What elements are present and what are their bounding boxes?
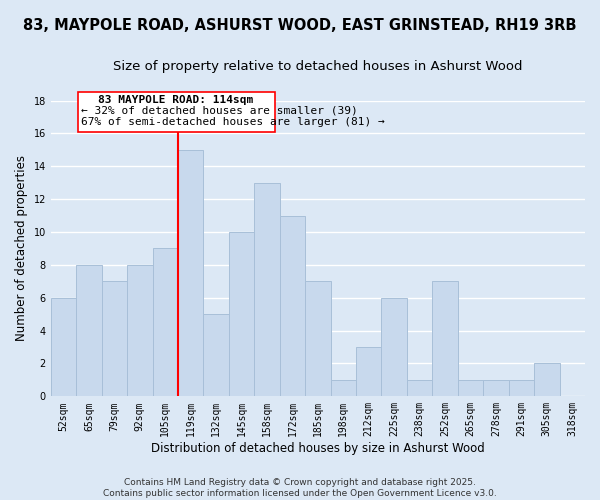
Bar — [51, 298, 76, 396]
Bar — [356, 347, 382, 397]
Bar — [254, 182, 280, 396]
Bar — [203, 314, 229, 396]
Bar — [433, 282, 458, 397]
FancyBboxPatch shape — [77, 92, 275, 132]
Text: 83, MAYPOLE ROAD, ASHURST WOOD, EAST GRINSTEAD, RH19 3RB: 83, MAYPOLE ROAD, ASHURST WOOD, EAST GRI… — [23, 18, 577, 32]
Bar — [331, 380, 356, 396]
Bar — [483, 380, 509, 396]
Bar — [229, 232, 254, 396]
X-axis label: Distribution of detached houses by size in Ashurst Wood: Distribution of detached houses by size … — [151, 442, 485, 455]
Bar — [407, 380, 433, 396]
Title: Size of property relative to detached houses in Ashurst Wood: Size of property relative to detached ho… — [113, 60, 523, 73]
Text: 67% of semi-detached houses are larger (81) →: 67% of semi-detached houses are larger (… — [82, 117, 385, 127]
Bar — [152, 248, 178, 396]
Bar — [101, 282, 127, 397]
Text: 83 MAYPOLE ROAD: 114sqm: 83 MAYPOLE ROAD: 114sqm — [98, 95, 254, 105]
Bar — [127, 265, 152, 396]
Bar — [534, 364, 560, 396]
Text: Contains HM Land Registry data © Crown copyright and database right 2025.
Contai: Contains HM Land Registry data © Crown c… — [103, 478, 497, 498]
Y-axis label: Number of detached properties: Number of detached properties — [15, 156, 28, 342]
Bar — [458, 380, 483, 396]
Text: ← 32% of detached houses are smaller (39): ← 32% of detached houses are smaller (39… — [82, 106, 358, 116]
Bar — [305, 282, 331, 397]
Bar — [382, 298, 407, 396]
Bar — [280, 216, 305, 396]
Bar — [509, 380, 534, 396]
Bar — [178, 150, 203, 396]
Bar — [76, 265, 101, 396]
